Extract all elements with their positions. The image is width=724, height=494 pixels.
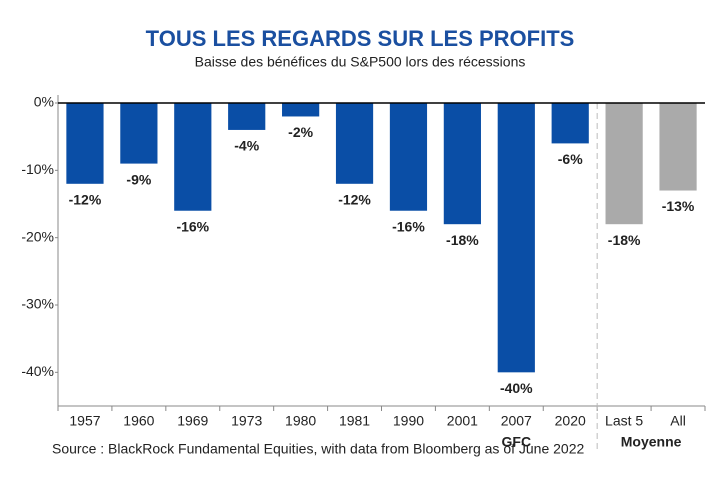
value-label: -2% (288, 124, 313, 140)
group-label: GFC (502, 434, 532, 450)
value-label: -18% (608, 232, 641, 248)
x-tick-label: 2001 (447, 413, 478, 429)
y-tick-label: -30% (21, 296, 54, 312)
y-tick-label: -20% (21, 228, 54, 244)
bar (497, 103, 535, 373)
chart-subtitle: Baisse des bénéfices du S&P500 lors des … (195, 54, 526, 70)
bar (120, 103, 158, 164)
bar (605, 103, 643, 225)
x-tick-label: 1969 (177, 413, 208, 429)
y-tick-label: -10% (21, 161, 54, 177)
value-label: -16% (176, 218, 209, 234)
x-tick-label: 1980 (285, 413, 316, 429)
bar (228, 103, 266, 130)
value-label: -18% (446, 232, 479, 248)
value-label: -12% (338, 192, 371, 208)
value-label: -40% (500, 380, 533, 396)
y-tick-label: -40% (21, 363, 54, 379)
bar (659, 103, 697, 191)
x-tick-label: 1960 (123, 413, 154, 429)
x-tick-label: 1981 (339, 413, 370, 429)
value-label: -9% (126, 171, 151, 187)
group-label: Moyenne (621, 434, 682, 450)
bar (551, 103, 589, 144)
chart-title: TOUS LES REGARDS SUR LES PROFITS (146, 26, 575, 51)
value-label: -12% (69, 192, 102, 208)
bar (335, 103, 374, 184)
bar (389, 103, 428, 211)
value-label: -16% (392, 218, 425, 234)
source: Source : BlackRock Fundamental Equities,… (52, 441, 584, 457)
value-label: -4% (234, 138, 259, 154)
x-tick-label: Last 5 (605, 413, 643, 429)
x-tick-label: 1957 (69, 413, 100, 429)
bar (282, 103, 320, 117)
bar (174, 103, 212, 211)
x-tick-label: 2020 (555, 413, 586, 429)
x-tick-label: 1990 (393, 413, 424, 429)
y-tick-label: 0% (34, 94, 54, 110)
x-tick-label: 1973 (231, 413, 262, 429)
bar (443, 103, 481, 225)
bar (66, 103, 104, 184)
x-tick-label: All (670, 413, 686, 429)
value-label: -6% (558, 151, 583, 167)
value-label: -13% (662, 198, 695, 214)
x-tick-label: 2007 (501, 413, 532, 429)
